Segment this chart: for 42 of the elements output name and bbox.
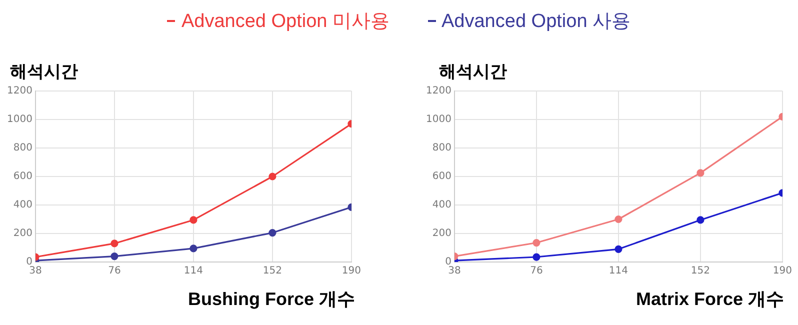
legend-label: Advanced Option 사용: [442, 10, 631, 34]
y-tick-label: 0: [445, 256, 452, 268]
x-tick-label: 38: [448, 266, 461, 277]
y-tick-label: 1000: [426, 114, 452, 126]
y-axis-title: 해석시간: [10, 61, 78, 83]
point: [696, 216, 704, 224]
x-tick-label: 76: [530, 266, 543, 277]
x-tick-label: 114: [184, 266, 203, 277]
x-tick-label: 38: [29, 266, 42, 277]
point: [532, 238, 540, 247]
point: [696, 169, 704, 177]
point: [110, 252, 118, 260]
x-tick-label: 190: [342, 266, 362, 277]
x-tick-label: 152: [262, 266, 282, 277]
y-axis-title: 해석시간: [439, 61, 507, 83]
point: [614, 215, 622, 224]
y-tick-label: 600: [432, 171, 452, 182]
point: [190, 244, 198, 252]
y-tick-label: 400: [13, 200, 32, 211]
y-tick-label: 800: [432, 142, 452, 154]
x-axis-title: Matrix Force 개수: [636, 288, 784, 311]
point: [268, 172, 276, 180]
y-tick-label: 1200: [6, 86, 32, 97]
y-tick-label: 400: [432, 200, 452, 211]
x-tick-label: 190: [772, 266, 792, 277]
y-tick-label: 1000: [6, 114, 32, 126]
legend-label: Advanced Option 미사용: [181, 10, 390, 34]
point: [268, 228, 276, 237]
y-tick-label: 800: [13, 142, 32, 154]
x-axis-title: Bushing Force 개수: [188, 288, 355, 311]
y-tick-label: 600: [13, 171, 32, 182]
x-tick-label: 152: [690, 266, 710, 277]
point: [110, 240, 118, 248]
point: [614, 245, 622, 253]
y-tick-label: 200: [13, 228, 32, 240]
y-tick-label: 200: [432, 228, 452, 240]
x-tick-label: 114: [608, 266, 628, 277]
y-tick-label: 0: [26, 256, 32, 268]
y-tick-label: 1200: [426, 86, 452, 97]
point: [532, 253, 540, 261]
point: [190, 216, 198, 224]
x-tick-label: 76: [108, 266, 121, 277]
